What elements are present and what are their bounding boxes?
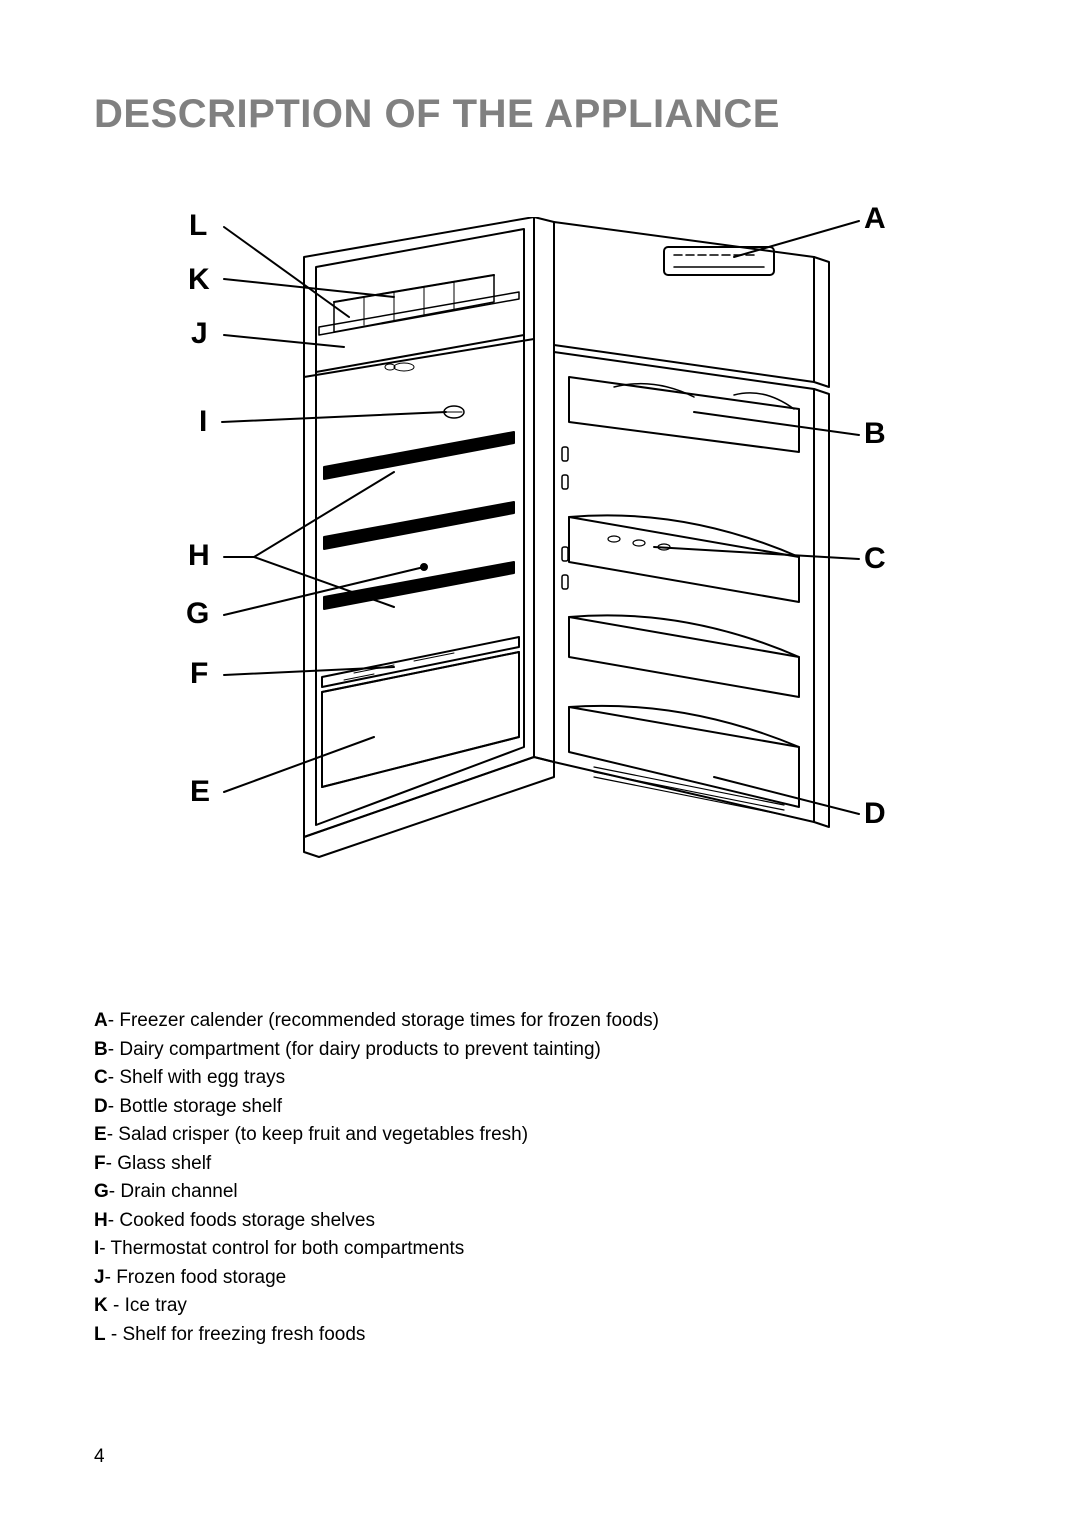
legend-item: J- Frozen food storage <box>94 1264 986 1293</box>
callout-K: K <box>188 263 210 297</box>
callout-A: A <box>864 202 886 236</box>
callout-I: I <box>199 405 207 439</box>
callout-C: C <box>864 542 886 576</box>
legend-item: L - Shelf for freezing fresh foods <box>94 1321 986 1350</box>
legend-item: F- Glass shelf <box>94 1150 986 1179</box>
legend-item: E- Salad crisper (to keep fruit and vege… <box>94 1121 986 1150</box>
callout-L: L <box>189 209 207 243</box>
page-number: 4 <box>94 1446 105 1468</box>
legend-item: H- Cooked foods storage shelves <box>94 1207 986 1236</box>
legend-item: A- Freezer calender (recommended storage… <box>94 1007 986 1036</box>
callout-F: F <box>190 657 208 691</box>
page-title: DESCRIPTION OF THE APPLIANCE <box>94 92 986 137</box>
callout-B: B <box>864 417 886 451</box>
legend-item: C- Shelf with egg trays <box>94 1064 986 1093</box>
legend-item: B- Dairy compartment (for dairy products… <box>94 1036 986 1065</box>
legend-item: D- Bottle storage shelf <box>94 1093 986 1122</box>
callout-D: D <box>864 797 886 831</box>
appliance-diagram: L K J I H G F E A B C D <box>94 217 986 937</box>
legend-item: K - Ice tray <box>94 1292 986 1321</box>
legend-item: I- Thermostat control for both compartme… <box>94 1235 986 1264</box>
callout-G: G <box>186 597 209 631</box>
fridge-illustration <box>94 217 986 937</box>
legend-item: G- Drain channel <box>94 1178 986 1207</box>
callout-H: H <box>188 539 210 573</box>
callout-E: E <box>190 775 210 809</box>
callout-J: J <box>191 317 208 351</box>
legend-list: A- Freezer calender (recommended storage… <box>94 1007 986 1349</box>
